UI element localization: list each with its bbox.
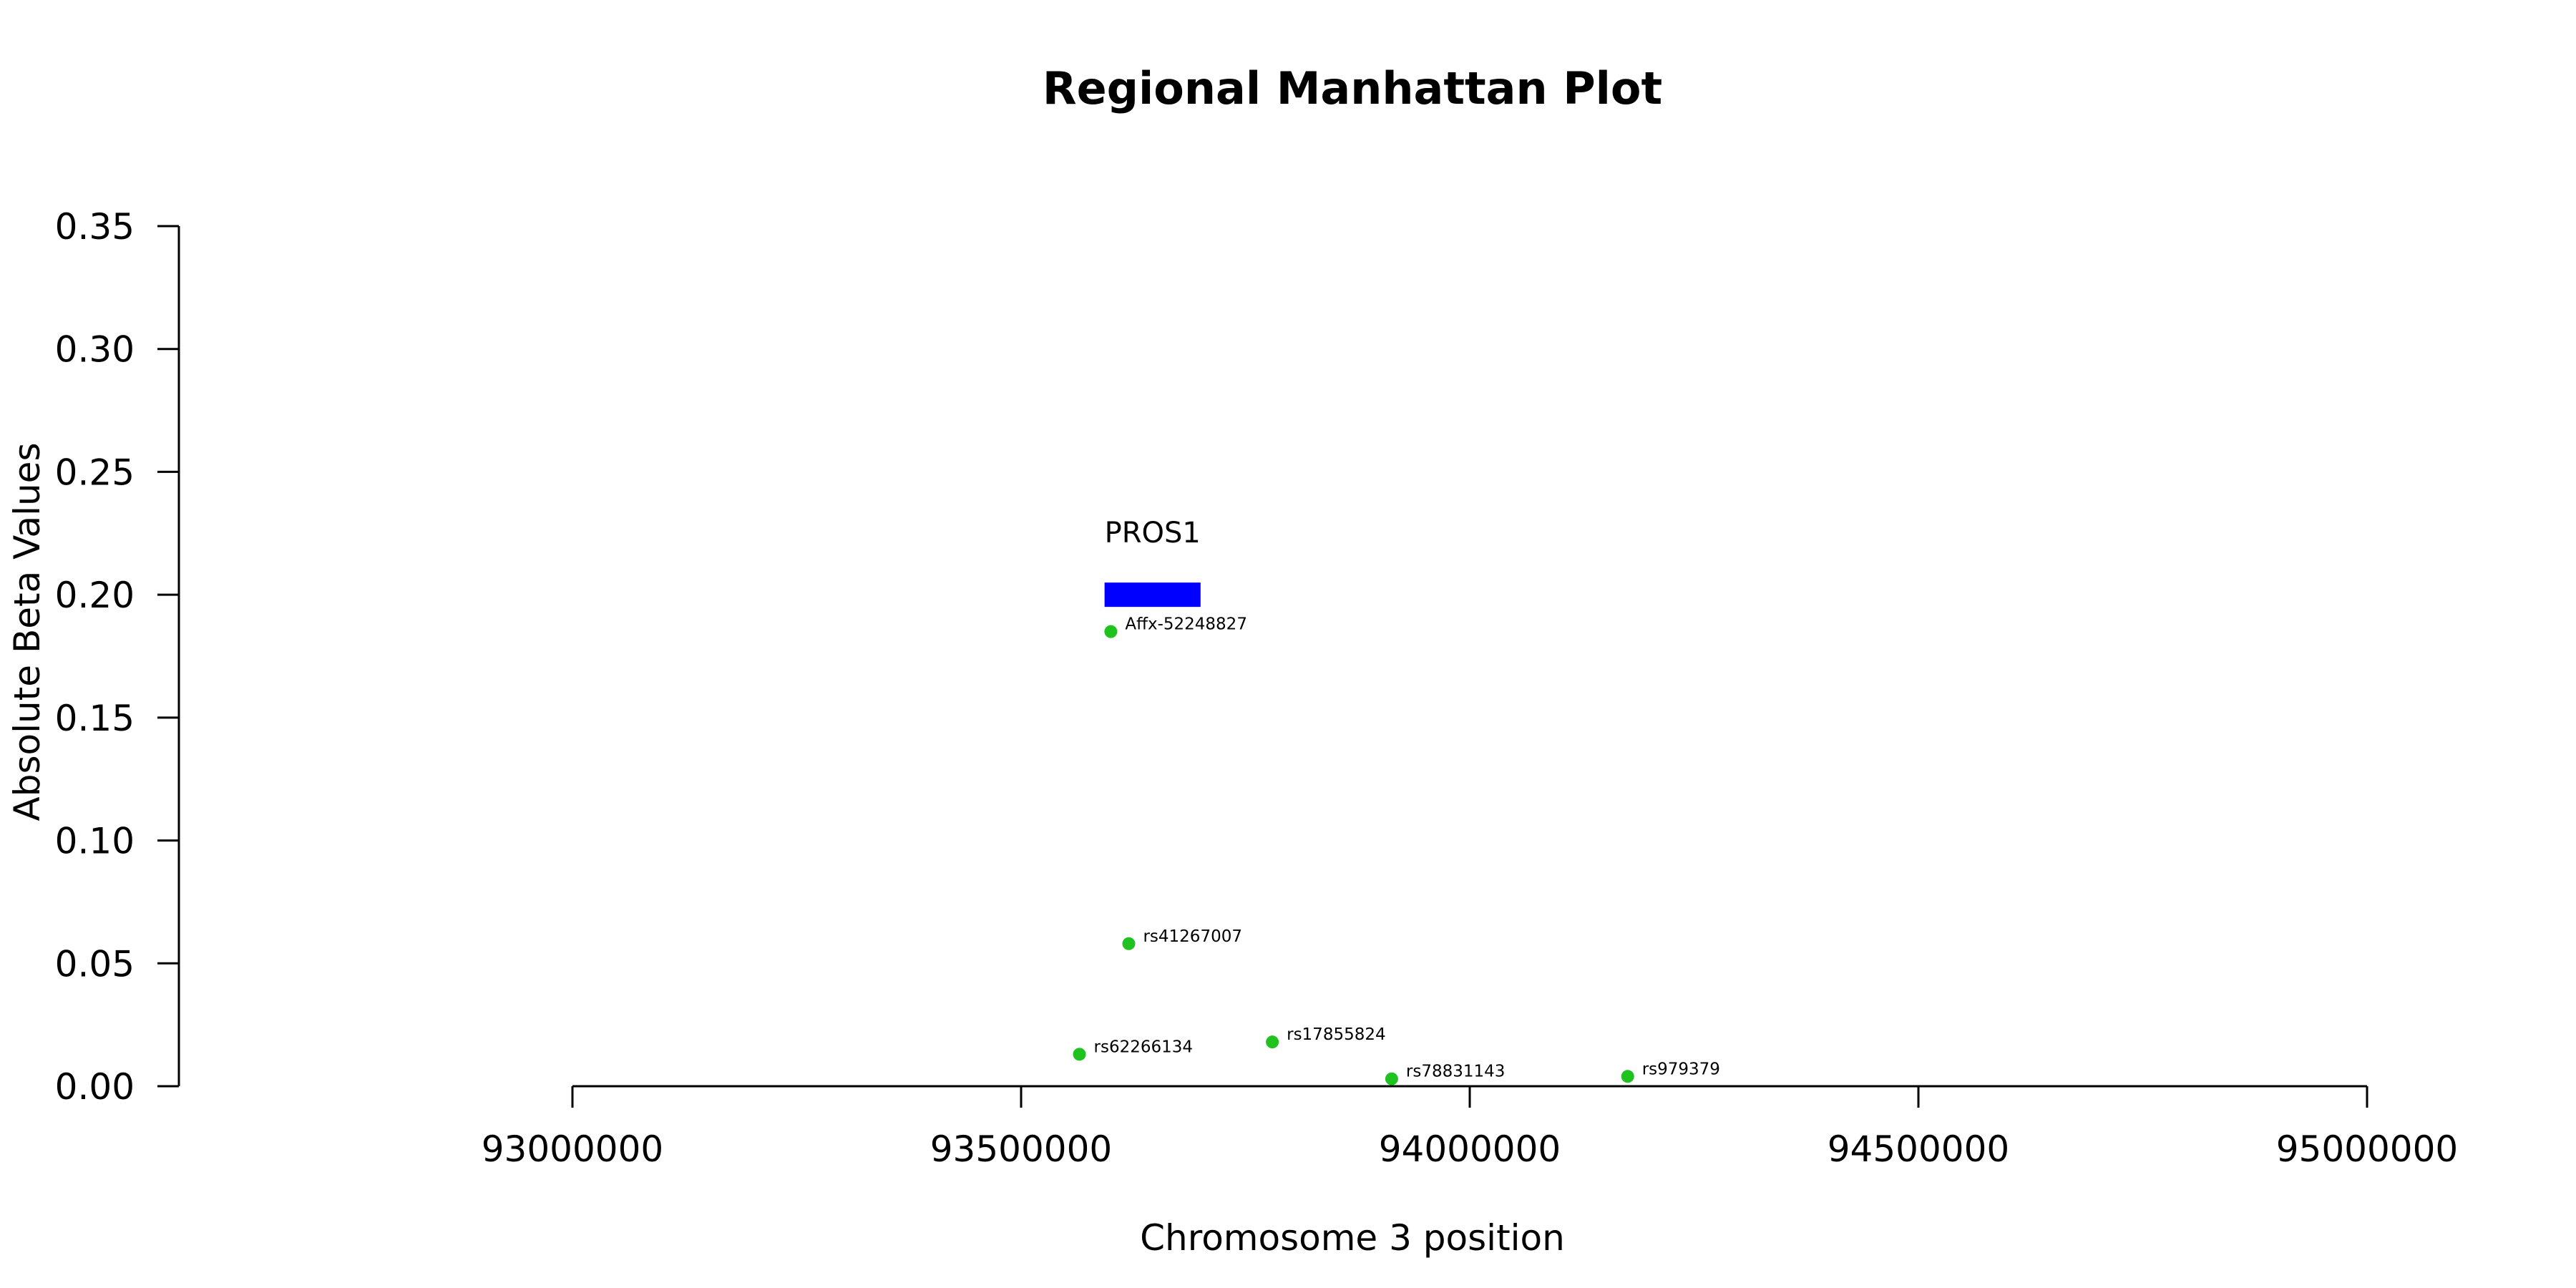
- snp-label: rs78831143: [1406, 1063, 1506, 1081]
- snp-label: rs17855824: [1287, 1025, 1386, 1044]
- x-axis-label: Chromosome 3 position: [1140, 1217, 1565, 1259]
- snp-points: Affx-52248827 rs41267007 rs62266134 rs17855…: [1073, 615, 1720, 1085]
- y-tick-label: 0.10: [55, 821, 135, 862]
- x-tick-label: 95000000: [2276, 1128, 2459, 1170]
- y-tick-label: 0.15: [55, 698, 135, 739]
- snp-label: rs62266134: [1094, 1038, 1194, 1056]
- snp-point: [1385, 1072, 1398, 1085]
- y-tick-label: 0.00: [55, 1066, 135, 1108]
- chart-title: Regional Manhattan Plot: [1043, 62, 1662, 114]
- snp-point: [1104, 625, 1118, 638]
- snp-point: [1621, 1070, 1634, 1083]
- y-tick-label: 0.05: [55, 943, 135, 985]
- x-tick-label: 93000000: [482, 1128, 664, 1170]
- snp-label: rs979379: [1642, 1060, 1720, 1078]
- gene-track: PROS1: [1104, 517, 1201, 608]
- x-tick-label: 94500000: [1828, 1128, 2010, 1170]
- snp-point: [1122, 937, 1136, 950]
- y-tick-label: 0.30: [55, 329, 135, 371]
- snp-point: [1073, 1048, 1086, 1061]
- snp-label: Affx-52248827: [1125, 615, 1247, 634]
- snp-point: [1266, 1035, 1279, 1049]
- y-tick-label: 0.20: [55, 575, 135, 616]
- y-tick-label: 0.35: [55, 206, 135, 248]
- snp-label: rs41267007: [1143, 927, 1242, 946]
- x-tick-label: 93500000: [930, 1128, 1113, 1170]
- y-axis-label: Absolute Beta Values: [6, 443, 48, 821]
- gene-label: PROS1: [1105, 517, 1201, 550]
- x-axis: 93000000 93500000 94000000 94500000 95000000: [482, 1085, 2459, 1170]
- x-tick-label: 94000000: [1379, 1128, 1561, 1170]
- y-tick-label: 0.25: [55, 452, 135, 493]
- y-axis: 0.00 0.05 0.10 0.15 0.20 0.25 0.30 0.35: [55, 206, 180, 1108]
- gene-bar: [1104, 582, 1201, 608]
